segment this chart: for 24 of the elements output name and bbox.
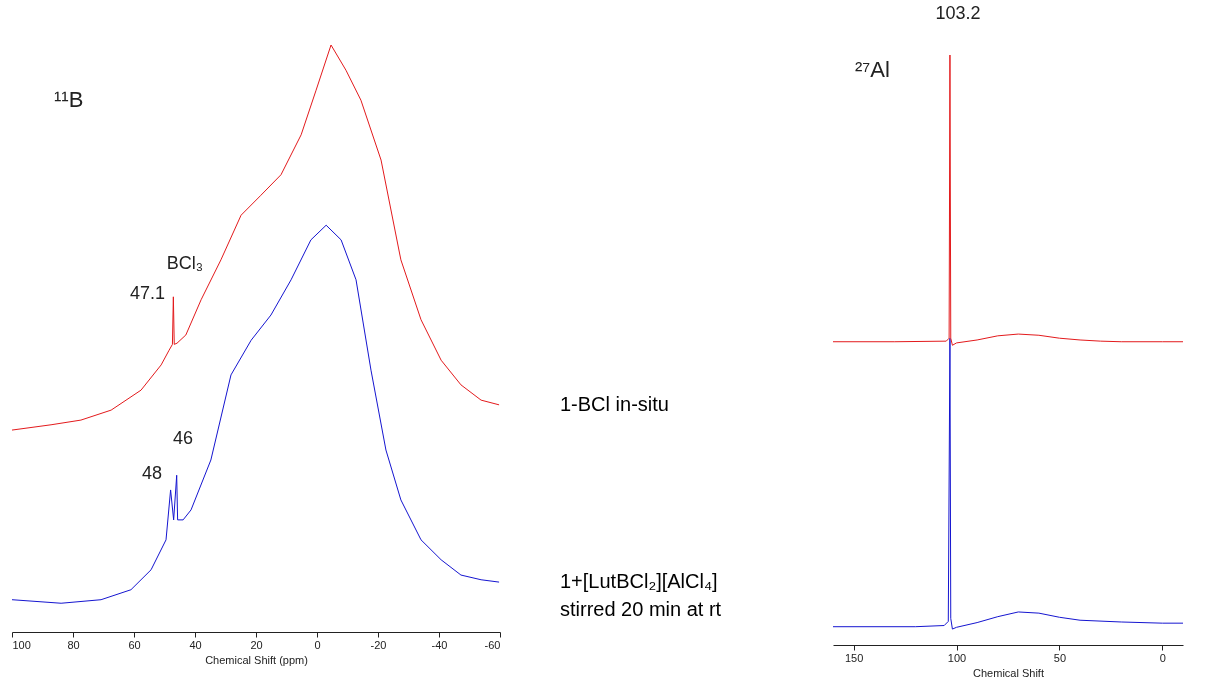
x-tick-label: -60 xyxy=(484,638,501,651)
x-tick-label: -40 xyxy=(431,638,448,651)
annotation: ²⁷Al xyxy=(855,57,890,82)
annotation: 46 xyxy=(172,428,194,448)
annotation: 47.1 xyxy=(129,283,165,303)
x-tick-label: 20 xyxy=(250,638,263,651)
x-tick-label: 0 xyxy=(314,638,321,651)
x-tick-label: -20 xyxy=(370,638,387,651)
x-axis-title: Chemical Shift (ppm) xyxy=(205,653,308,666)
text: 103.2 xyxy=(935,3,981,23)
annotation: 48 xyxy=(141,463,163,483)
annotation: ¹¹B xyxy=(54,87,84,112)
x-tick-label: 100 xyxy=(947,651,967,664)
x-tick-label: 0 xyxy=(1159,651,1166,664)
x-axis-title: Chemical Shift xyxy=(973,666,1044,679)
text: 1-BCl in-situ xyxy=(560,392,669,415)
x-tick-label: 150 xyxy=(844,651,864,664)
x-tick-label: 60 xyxy=(128,638,141,651)
x-tick-label: 80 xyxy=(67,638,80,651)
text: 1+[LutBCl₂][AlCl₄] stirred 20 min at rt xyxy=(560,570,722,621)
x-tick-label: 50 xyxy=(1053,651,1067,664)
x-tick-label: 40 xyxy=(189,638,202,651)
x-tick-label: 100 xyxy=(12,638,31,651)
annotation: BCl₃ xyxy=(166,253,204,273)
